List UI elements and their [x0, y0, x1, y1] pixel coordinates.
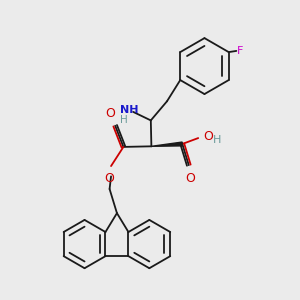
- Text: O: O: [203, 130, 213, 143]
- Text: F: F: [237, 46, 243, 56]
- Polygon shape: [152, 142, 182, 146]
- Text: H: H: [120, 115, 128, 124]
- Text: O: O: [185, 172, 195, 184]
- Text: H: H: [213, 134, 221, 145]
- Text: NH: NH: [120, 105, 139, 115]
- Text: O: O: [105, 172, 115, 185]
- Text: O: O: [105, 107, 115, 120]
